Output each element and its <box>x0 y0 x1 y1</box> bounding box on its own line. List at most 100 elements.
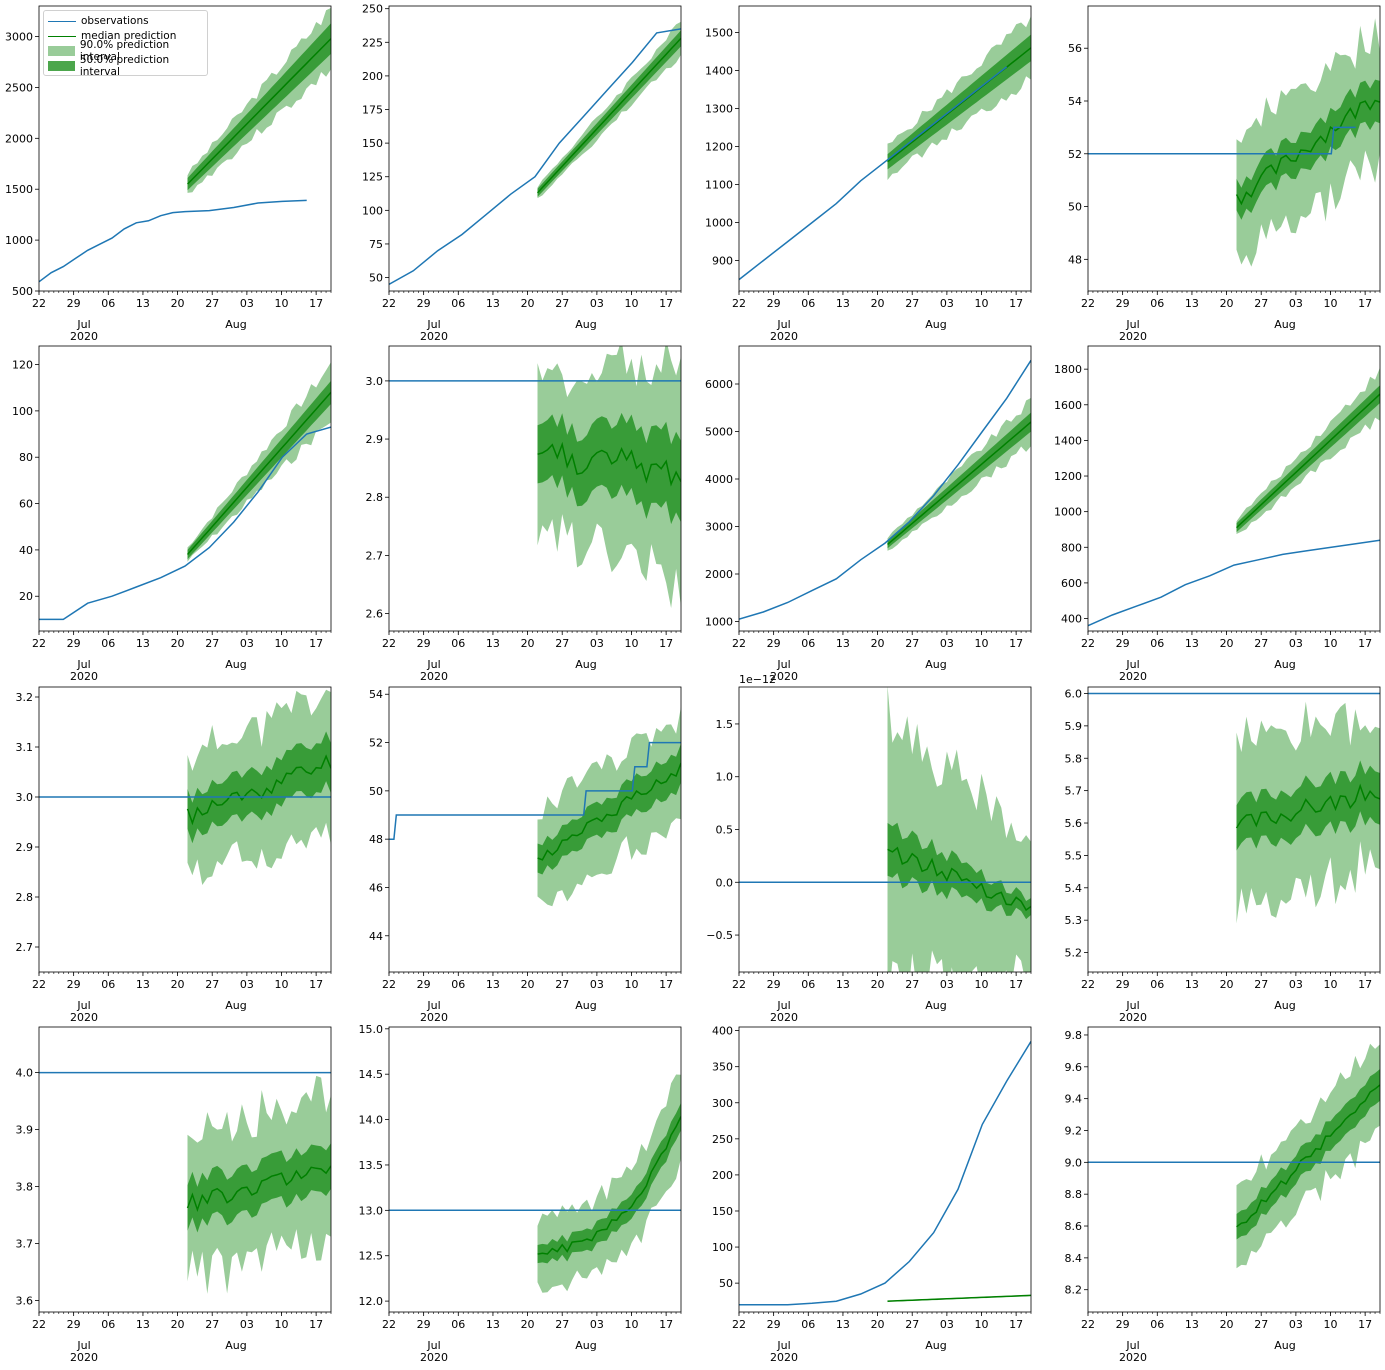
observations-line <box>389 28 681 285</box>
x-tick-label: 29 <box>67 297 81 310</box>
x-tick-label: 10 <box>1324 637 1338 650</box>
x-tick-label: 29 <box>67 637 81 650</box>
x-tick-label: 03 <box>940 978 954 991</box>
x-tick-label: 10 <box>275 297 289 310</box>
x-tick-label: 06 <box>801 978 815 991</box>
y-tick-label: 1000 <box>1054 506 1082 519</box>
median-line <box>1235 783 1380 829</box>
y-tick-label: 150 <box>712 1205 733 1218</box>
x-year-label: 2020 <box>420 1351 448 1364</box>
plot-frame <box>38 5 332 292</box>
x-tick-label: 29 <box>767 1318 781 1331</box>
y-tick-label: 350 <box>712 1061 733 1074</box>
subplot-3: 900 1000 1100 1200 1300 1400 1500 22 29 06 13 20 27 0… <box>705 5 1032 343</box>
x-tick-label: 29 <box>417 297 431 310</box>
y-tick-label: 3.0 <box>16 791 34 804</box>
band-50 <box>537 412 681 525</box>
x-tick-label: 03 <box>240 978 254 991</box>
y-tick-label: 1000 <box>5 234 33 247</box>
y-tick-label: 8.4 <box>1065 1252 1083 1265</box>
y-tick-label: 40 <box>19 544 33 557</box>
y-tick-label: 60 <box>19 498 33 511</box>
y-tick-label: 2.8 <box>366 491 384 504</box>
x-tick-label: 27 <box>555 1318 569 1331</box>
y-tick-label: 150 <box>362 137 383 150</box>
x-month-label: Aug <box>1274 999 1295 1012</box>
x-tick-label: 10 <box>1324 978 1338 991</box>
y-tick-label: −0.5 <box>706 929 733 942</box>
y-tick-label: 1000 <box>705 616 733 629</box>
x-tick-label: 17 <box>1009 297 1023 310</box>
x-tick-label: 03 <box>1289 1318 1303 1331</box>
band-50 <box>1236 385 1380 533</box>
y-tick-label: 250 <box>712 1133 733 1146</box>
plot-area <box>389 706 681 907</box>
legend-key-band50 <box>48 61 75 71</box>
legend-item-observations: observations <box>48 14 149 28</box>
x-tick-label: 13 <box>836 978 850 991</box>
x-year-label: 2020 <box>770 330 798 343</box>
x-tick-label: 06 <box>101 1318 115 1331</box>
plot-area <box>739 687 1031 972</box>
observations-line <box>389 741 681 840</box>
y-tick-label: 50 <box>369 272 383 285</box>
x-tick-label: 22 <box>732 297 746 310</box>
y-tick-label: 56 <box>1068 42 1082 55</box>
y-tick-label: 1100 <box>705 179 733 192</box>
x-tick-label: 20 <box>171 1318 185 1331</box>
band-50 <box>1236 760 1380 851</box>
x-tick-label: 06 <box>451 978 465 991</box>
y-tick-label: 1400 <box>705 65 733 78</box>
x-tick-label: 20 <box>871 297 885 310</box>
x-tick-label: 29 <box>1116 1318 1130 1331</box>
x-month-label: Aug <box>925 658 946 671</box>
y-tick-label: 500 <box>12 285 33 298</box>
subplot-7: 1000 2000 3000 4000 5000 6000 22 29 06 13 20 27 03 10… <box>705 345 1032 683</box>
x-year-label: 2020 <box>70 1351 98 1364</box>
y-tick-label: 46 <box>369 881 383 894</box>
x-tick-label: 29 <box>417 978 431 991</box>
x-tick-label: 22 <box>1081 297 1095 310</box>
y-tick-label: 125 <box>362 171 383 184</box>
x-tick-label: 27 <box>555 637 569 650</box>
x-month-label: Aug <box>575 318 596 331</box>
x-tick-label: 27 <box>1254 978 1268 991</box>
x-tick-label: 29 <box>767 297 781 310</box>
legend-label: 90.0% prediction interval <box>79 39 170 63</box>
x-tick-label: 13 <box>486 1318 500 1331</box>
legend-label: observations <box>81 15 149 27</box>
x-tick-label: 17 <box>659 297 673 310</box>
x-tick-label: 06 <box>801 637 815 650</box>
plot-frame <box>38 686 332 973</box>
y-tick-label: 5.5 <box>1065 849 1083 862</box>
y-tick-label: 5.8 <box>1065 752 1083 765</box>
y-tick-label: 1600 <box>1054 399 1082 412</box>
y-tick-label: 3.6 <box>16 1295 34 1308</box>
x-tick-label: 20 <box>1220 1318 1234 1331</box>
legend-item-band50: 50.0% prediction interval <box>48 54 207 78</box>
y-tick-label: 8.6 <box>1065 1220 1083 1233</box>
x-tick-label: 17 <box>1358 637 1372 650</box>
y-tick-label: 2000 <box>5 132 33 145</box>
median-line <box>186 38 331 185</box>
y-tick-label: 13.0 <box>359 1204 384 1217</box>
x-tick-label: 17 <box>309 978 323 991</box>
x-tick-label: 27 <box>1254 297 1268 310</box>
x-month-label: Jul <box>776 1339 790 1352</box>
x-tick-label: 13 <box>836 297 850 310</box>
y-tick-label: 100 <box>362 204 383 217</box>
x-tick-label: 10 <box>275 1318 289 1331</box>
x-tick-label: 06 <box>1150 978 1164 991</box>
x-month-label: Jul <box>76 318 90 331</box>
y-tick-label: 0.5 <box>716 824 734 837</box>
x-tick-label: 03 <box>240 297 254 310</box>
x-tick-label: 17 <box>1358 297 1372 310</box>
x-tick-label: 22 <box>382 978 396 991</box>
x-tick-label: 03 <box>940 637 954 650</box>
y-tick-label: 12.5 <box>359 1250 384 1263</box>
y-tick-label: 1000 <box>705 217 733 230</box>
y-tick-label: 4000 <box>705 473 733 486</box>
